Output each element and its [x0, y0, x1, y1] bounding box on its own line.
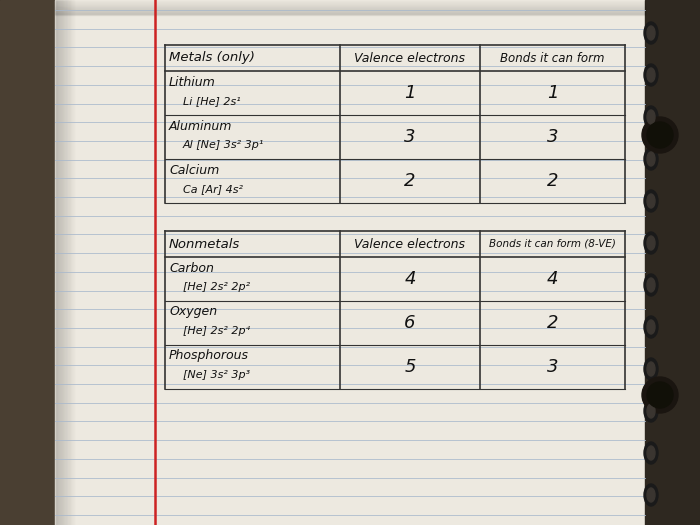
- Bar: [55, 11, 645, 12]
- Ellipse shape: [647, 110, 655, 124]
- Circle shape: [642, 377, 678, 413]
- Bar: [63, 0, 64, 525]
- Bar: [55, 9, 645, 10]
- Bar: [55, 0, 56, 525]
- Ellipse shape: [647, 362, 655, 376]
- Text: 3: 3: [405, 128, 416, 146]
- Text: Oxygen: Oxygen: [169, 306, 217, 319]
- Bar: [55, 1, 645, 2]
- Text: 1: 1: [547, 84, 559, 102]
- Circle shape: [647, 122, 673, 148]
- Bar: [55, 5, 645, 6]
- Bar: [55, 0, 645, 525]
- Ellipse shape: [647, 404, 655, 418]
- Text: 5: 5: [405, 358, 416, 376]
- Bar: [72, 0, 73, 525]
- Text: 3: 3: [547, 128, 559, 146]
- Text: Metals (only): Metals (only): [169, 51, 255, 65]
- Text: Lithium: Lithium: [169, 76, 216, 89]
- Ellipse shape: [644, 106, 658, 128]
- Ellipse shape: [644, 148, 658, 170]
- Bar: [55, 4, 645, 5]
- Bar: [56, 0, 57, 525]
- Text: 6: 6: [405, 314, 416, 332]
- Bar: [59, 0, 60, 525]
- Bar: [0, 0, 55, 525]
- Bar: [57, 0, 58, 525]
- Bar: [55, 3, 645, 4]
- Text: [He] 2s² 2p²: [He] 2s² 2p²: [183, 282, 250, 292]
- Text: Bonds it can form: Bonds it can form: [500, 51, 605, 65]
- Text: [He] 2s² 2p⁴: [He] 2s² 2p⁴: [183, 326, 250, 336]
- Ellipse shape: [644, 64, 658, 86]
- Ellipse shape: [647, 446, 655, 460]
- Bar: [70, 0, 71, 525]
- Bar: [68, 0, 69, 525]
- Text: 3: 3: [547, 358, 559, 376]
- Ellipse shape: [644, 358, 658, 380]
- Bar: [74, 0, 75, 525]
- Circle shape: [642, 117, 678, 153]
- Bar: [64, 0, 65, 525]
- Text: Bonds it can form (8-VE): Bonds it can form (8-VE): [489, 239, 616, 249]
- Text: 2: 2: [547, 314, 559, 332]
- Ellipse shape: [644, 484, 658, 506]
- Text: Nonmetals: Nonmetals: [169, 237, 240, 250]
- Bar: [67, 0, 68, 525]
- Ellipse shape: [647, 26, 655, 40]
- Text: Al [Ne] 3s² 3p¹: Al [Ne] 3s² 3p¹: [183, 140, 265, 150]
- Bar: [55, 0, 645, 1]
- Text: Li [He] 2s¹: Li [He] 2s¹: [183, 96, 241, 106]
- Ellipse shape: [644, 190, 658, 212]
- Bar: [58, 0, 59, 525]
- Ellipse shape: [644, 316, 658, 338]
- Text: 4: 4: [405, 270, 416, 288]
- Bar: [60, 0, 61, 525]
- Ellipse shape: [647, 488, 655, 502]
- Text: Carbon: Carbon: [169, 261, 214, 275]
- Bar: [55, 6, 645, 7]
- Text: Aluminum: Aluminum: [169, 120, 232, 132]
- Bar: [55, 8, 645, 9]
- Ellipse shape: [647, 194, 655, 208]
- Text: Ca [Ar] 4s²: Ca [Ar] 4s²: [183, 184, 243, 194]
- Ellipse shape: [647, 278, 655, 292]
- Bar: [73, 0, 74, 525]
- Text: Valence electrons: Valence electrons: [354, 237, 466, 250]
- Text: 1: 1: [405, 84, 416, 102]
- Bar: [55, 14, 645, 15]
- Ellipse shape: [644, 232, 658, 254]
- Bar: [69, 0, 70, 525]
- Ellipse shape: [647, 320, 655, 334]
- Bar: [55, 7, 645, 8]
- Bar: [65, 0, 66, 525]
- Text: 4: 4: [547, 270, 559, 288]
- Bar: [71, 0, 72, 525]
- Text: Phosphorous: Phosphorous: [169, 350, 249, 362]
- Bar: [66, 0, 67, 525]
- Bar: [61, 0, 62, 525]
- Ellipse shape: [644, 22, 658, 44]
- Ellipse shape: [644, 400, 658, 422]
- Bar: [645, 0, 700, 525]
- Bar: [55, 13, 645, 14]
- Circle shape: [647, 382, 673, 408]
- Ellipse shape: [644, 442, 658, 464]
- Ellipse shape: [647, 152, 655, 166]
- Bar: [55, 2, 645, 3]
- Text: Calcium: Calcium: [169, 163, 219, 176]
- Ellipse shape: [644, 274, 658, 296]
- Text: 2: 2: [547, 172, 559, 190]
- Text: Valence electrons: Valence electrons: [354, 51, 466, 65]
- Ellipse shape: [647, 68, 655, 82]
- Bar: [62, 0, 63, 525]
- Text: [Ne] 3s² 3p³: [Ne] 3s² 3p³: [183, 370, 250, 380]
- Ellipse shape: [647, 236, 655, 250]
- Text: 2: 2: [405, 172, 416, 190]
- Bar: [55, 12, 645, 13]
- Bar: [55, 10, 645, 11]
